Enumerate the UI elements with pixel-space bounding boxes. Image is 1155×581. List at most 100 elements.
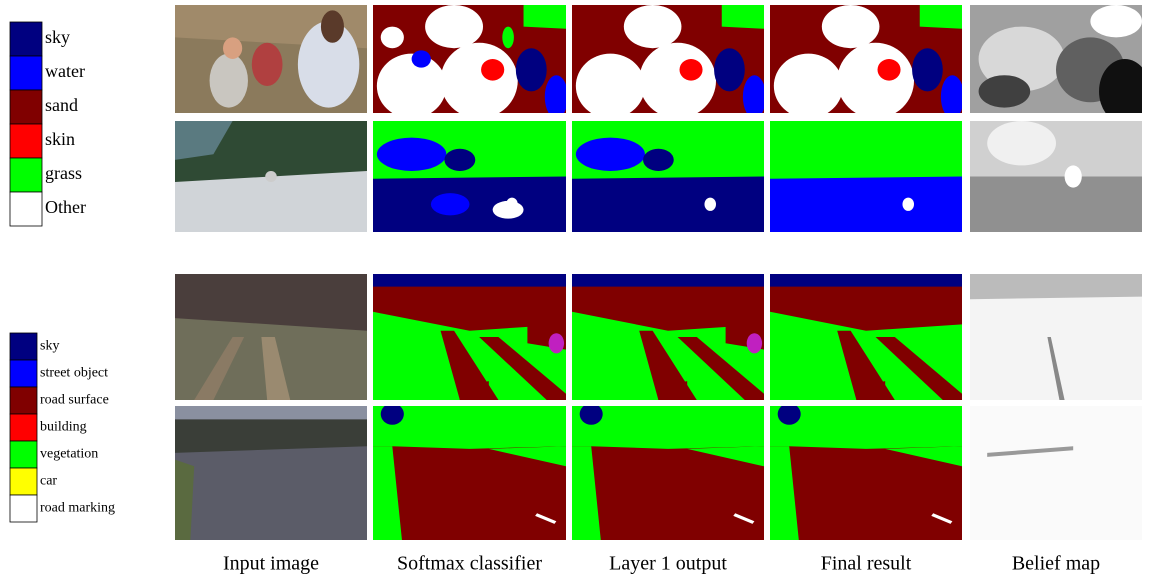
blob bbox=[580, 403, 603, 424]
blob bbox=[549, 333, 564, 353]
legend-swatch bbox=[10, 90, 42, 124]
image-panel bbox=[970, 406, 1142, 540]
blob bbox=[481, 59, 504, 81]
column-caption: Softmax classifier bbox=[397, 553, 542, 575]
blob bbox=[941, 75, 964, 118]
image-panel bbox=[970, 5, 1151, 124]
blob bbox=[223, 37, 242, 59]
region bbox=[722, 5, 764, 29]
blob bbox=[837, 43, 914, 119]
image-panel bbox=[970, 121, 1142, 232]
image-panel bbox=[572, 121, 764, 232]
blob bbox=[778, 403, 801, 424]
legend-label: road marking bbox=[40, 501, 115, 516]
blob bbox=[680, 59, 703, 81]
image-panel bbox=[572, 5, 766, 118]
legend-label: sky bbox=[40, 339, 59, 354]
column-caption: Final result bbox=[821, 553, 912, 575]
blob bbox=[502, 27, 514, 49]
image-panel bbox=[770, 274, 962, 400]
blob bbox=[639, 43, 716, 119]
blob bbox=[412, 50, 431, 67]
blob bbox=[979, 75, 1031, 107]
blob bbox=[1065, 165, 1082, 187]
blob bbox=[516, 48, 547, 91]
region bbox=[175, 406, 367, 419]
region bbox=[770, 274, 962, 287]
image-panel bbox=[572, 274, 764, 400]
region bbox=[920, 5, 962, 29]
blob bbox=[441, 43, 518, 119]
region bbox=[970, 406, 1142, 540]
blob bbox=[743, 75, 766, 118]
region bbox=[970, 274, 1142, 299]
blob bbox=[704, 198, 716, 211]
blob bbox=[506, 198, 518, 211]
image-panel bbox=[373, 5, 568, 118]
blob bbox=[747, 333, 762, 353]
blob bbox=[381, 403, 404, 424]
blob bbox=[822, 5, 880, 48]
blob bbox=[545, 75, 568, 118]
region bbox=[373, 274, 566, 287]
blob bbox=[210, 54, 248, 108]
legend-swatch bbox=[10, 333, 37, 360]
legend-swatch bbox=[10, 158, 42, 192]
legend-swatch bbox=[10, 56, 42, 90]
legend-label: vegetation bbox=[40, 447, 98, 462]
legend-label: car bbox=[40, 474, 57, 489]
figure: skywatersandskingrassOtherskystreet obje… bbox=[0, 0, 1155, 581]
blob bbox=[381, 27, 404, 49]
blob bbox=[576, 54, 645, 119]
image-panel bbox=[770, 5, 964, 118]
image-panel bbox=[970, 274, 1142, 400]
legend-label: water bbox=[45, 61, 85, 81]
image-panel bbox=[175, 5, 367, 113]
legend-swatch bbox=[10, 468, 37, 495]
blob bbox=[431, 193, 470, 215]
region bbox=[770, 121, 962, 179]
blob bbox=[902, 198, 914, 211]
blob bbox=[321, 10, 344, 42]
legend-label: Other bbox=[45, 197, 86, 217]
legend-label: road surface bbox=[40, 393, 109, 408]
image-panel bbox=[373, 403, 566, 540]
legend-swatch bbox=[10, 360, 37, 387]
blob bbox=[377, 54, 446, 119]
legend-label: building bbox=[40, 420, 87, 435]
image-panel bbox=[175, 274, 367, 400]
legend-label: sky bbox=[45, 27, 70, 47]
image-panel bbox=[175, 121, 367, 232]
image-panel bbox=[572, 403, 764, 540]
blob bbox=[774, 54, 843, 119]
blob bbox=[252, 43, 283, 86]
legend-label: sand bbox=[45, 95, 78, 115]
legend-label: grass bbox=[45, 163, 82, 183]
blob bbox=[576, 138, 645, 171]
blob bbox=[265, 171, 277, 182]
image-panel bbox=[373, 274, 566, 400]
legend-swatch bbox=[10, 414, 37, 441]
blob bbox=[1099, 59, 1151, 124]
legend-swatch bbox=[10, 441, 37, 468]
legend-label: skin bbox=[45, 129, 75, 149]
legend-swatch bbox=[10, 192, 42, 226]
blob bbox=[878, 59, 901, 81]
image-panel bbox=[373, 121, 566, 232]
region bbox=[572, 274, 764, 287]
blob bbox=[912, 48, 943, 91]
column-caption: Layer 1 output bbox=[609, 553, 727, 575]
column-caption: Input image bbox=[223, 553, 319, 575]
image-panel bbox=[175, 406, 367, 540]
blob bbox=[624, 5, 682, 48]
image-panel bbox=[770, 403, 962, 540]
column-caption: Belief map bbox=[1012, 553, 1100, 575]
blob bbox=[987, 121, 1056, 165]
blob bbox=[425, 5, 483, 48]
blob bbox=[1090, 5, 1142, 37]
image-panel bbox=[770, 121, 962, 232]
blob bbox=[444, 149, 475, 171]
legend-swatch bbox=[10, 124, 42, 158]
legend-swatch bbox=[10, 495, 37, 522]
blob bbox=[714, 48, 745, 91]
